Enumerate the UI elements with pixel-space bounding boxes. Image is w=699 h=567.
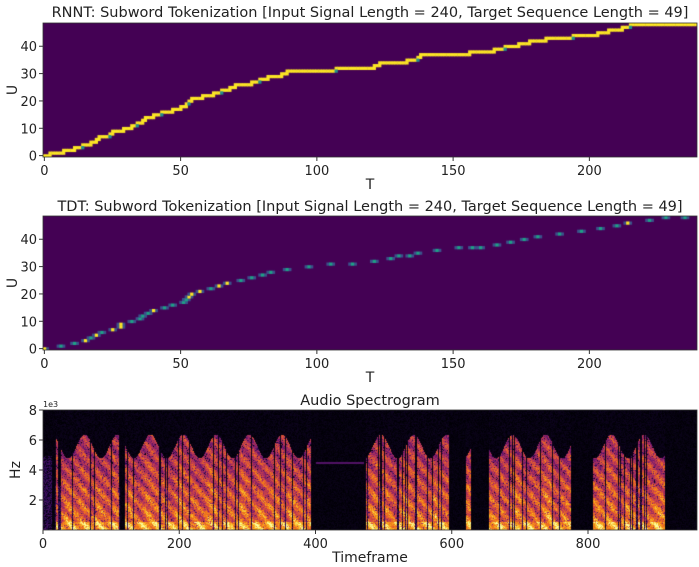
y-tick-label: 6 bbox=[29, 434, 37, 449]
y-tick-label: 20 bbox=[20, 288, 37, 303]
tdt-title: TDT: Subword Tokenization [Input Signal … bbox=[56, 199, 682, 215]
y-tick-label: 8 bbox=[29, 404, 37, 419]
rnnt-xlabel: T bbox=[365, 177, 375, 193]
x-tick-label: 0 bbox=[40, 164, 48, 179]
tdt-heatmap bbox=[43, 216, 697, 350]
y-tick-label: 40 bbox=[20, 40, 37, 55]
x-tick-label: 200 bbox=[577, 164, 602, 179]
x-tick-label: 150 bbox=[441, 357, 466, 372]
x-tick-label: 0 bbox=[39, 537, 47, 552]
y-tick-label: 10 bbox=[20, 122, 37, 137]
tdt-ylabel: U bbox=[5, 278, 21, 288]
x-tick-label: 100 bbox=[304, 357, 329, 372]
x-tick-label: 50 bbox=[172, 164, 189, 179]
y-tick-label: 40 bbox=[20, 233, 37, 248]
x-tick-label: 0 bbox=[40, 357, 48, 372]
tdt-xlabel: T bbox=[365, 370, 375, 386]
y-tick-label: 4 bbox=[29, 464, 37, 479]
x-tick-label: 50 bbox=[172, 357, 189, 372]
y-tick-label: 2 bbox=[29, 494, 37, 509]
x-tick-label: 600 bbox=[439, 537, 464, 552]
y-tick-label: 0 bbox=[29, 150, 37, 165]
spectrogram-offset-label: 1e3 bbox=[43, 400, 58, 409]
x-tick-label: 200 bbox=[577, 357, 602, 372]
axes-frame-2 bbox=[42, 409, 698, 531]
y-tick-label: 30 bbox=[20, 261, 37, 276]
x-tick-label: 150 bbox=[441, 164, 466, 179]
rnnt-ylabel: U bbox=[5, 85, 21, 95]
rnnt-title: RNNT: Subword Tokenization [Input Signal… bbox=[52, 5, 689, 21]
spectrogram-xlabel: Timeframe bbox=[331, 550, 408, 566]
x-tick-label: 200 bbox=[167, 537, 192, 552]
y-tick-label: 0 bbox=[29, 343, 37, 358]
spectrogram-image bbox=[43, 410, 697, 530]
rnnt-heatmap bbox=[43, 23, 697, 157]
x-tick-label: 800 bbox=[576, 537, 601, 552]
x-tick-label: 100 bbox=[304, 164, 329, 179]
spectrogram-title: Audio Spectrogram bbox=[300, 393, 440, 409]
y-tick-label: 10 bbox=[20, 315, 37, 330]
x-tick-label: 400 bbox=[303, 537, 328, 552]
spectrogram-ylabel: Hz bbox=[8, 461, 24, 479]
axes-frame-1 bbox=[42, 215, 698, 351]
y-tick-label: 30 bbox=[20, 68, 37, 83]
axes-frame-0 bbox=[42, 22, 698, 158]
y-tick-label: 20 bbox=[20, 95, 37, 110]
